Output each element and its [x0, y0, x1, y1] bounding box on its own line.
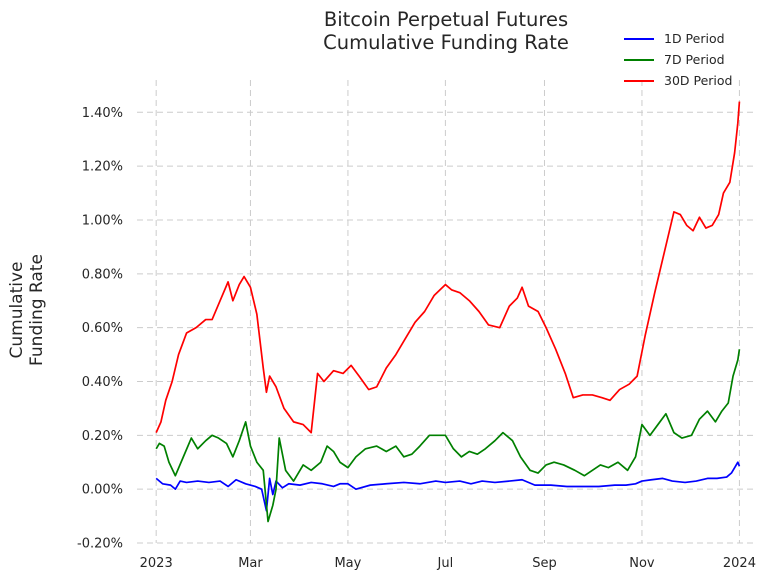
legend-swatch [624, 37, 654, 40]
y-tick-label: 0.00% [82, 483, 123, 498]
legend: 1D Period 7D Period 30D Period [624, 28, 732, 91]
y-tick-label: 0.20% [82, 429, 123, 444]
x-tick-label: Nov [629, 556, 655, 571]
legend-swatch [624, 79, 654, 82]
y-tick-label: 0.80% [82, 267, 123, 282]
y-tick-label: 0.40% [82, 375, 123, 390]
y-tick-label: -0.20% [77, 537, 123, 552]
series-line-2 [155, 349, 741, 523]
series-line-3 [155, 101, 741, 434]
legend-entry: 30D Period [624, 70, 732, 91]
legend-label: 30D Period [664, 73, 733, 88]
legend-entry: 7D Period [624, 49, 732, 70]
y-tick-label: 0.60% [82, 321, 123, 336]
y-tick-label: 1.00% [82, 213, 123, 228]
chart-title-line-2: Cumulative Funding Rate [323, 31, 569, 54]
legend-entry: 1D Period [624, 28, 732, 49]
legend-label: 1D Period [664, 31, 725, 46]
legend-label: 7D Period [664, 52, 725, 67]
x-tick-label: Jul [437, 556, 454, 571]
x-tick-label: May [334, 556, 361, 571]
x-tick-label: Sep [532, 556, 557, 571]
x-tick-label: Mar [238, 556, 263, 571]
x-tick-label: 2024 [723, 556, 756, 571]
y-tick-label: 1.20% [82, 160, 123, 175]
y-tick-label: 1.40% [82, 106, 123, 121]
series-line-1 [155, 461, 741, 512]
legend-swatch [624, 58, 654, 61]
chart-title: Bitcoin Perpetual Futures Cumulative Fun… [296, 8, 596, 54]
chart-title-line-1: Bitcoin Perpetual Futures [323, 8, 569, 31]
x-tick-label: 2023 [140, 556, 173, 571]
